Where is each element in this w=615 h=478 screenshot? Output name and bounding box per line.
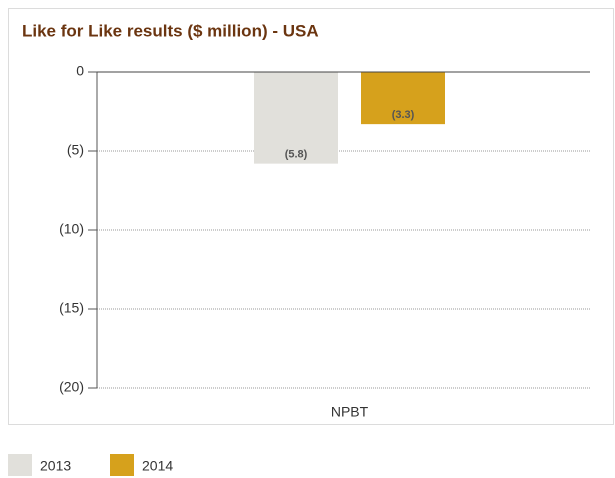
bar — [254, 72, 338, 164]
legend-label: 2013 — [40, 458, 71, 474]
bar — [361, 72, 445, 125]
x-tick-label: NPBT — [331, 404, 369, 420]
chart-title: Like for Like results ($ million) - USA — [22, 21, 319, 40]
y-tick-label: 0 — [76, 63, 84, 79]
panel — [8, 8, 614, 425]
data-label: (5.8) — [285, 149, 308, 161]
y-tick-label: (15) — [59, 300, 84, 316]
y-tick-label: (5) — [67, 142, 84, 158]
data-label: (3.3) — [392, 109, 415, 121]
legend-swatch — [110, 454, 134, 476]
legend-swatch — [8, 454, 32, 476]
legend-label: 2014 — [142, 458, 173, 474]
y-tick-label: (20) — [59, 379, 84, 395]
y-tick-label: (10) — [59, 221, 84, 237]
